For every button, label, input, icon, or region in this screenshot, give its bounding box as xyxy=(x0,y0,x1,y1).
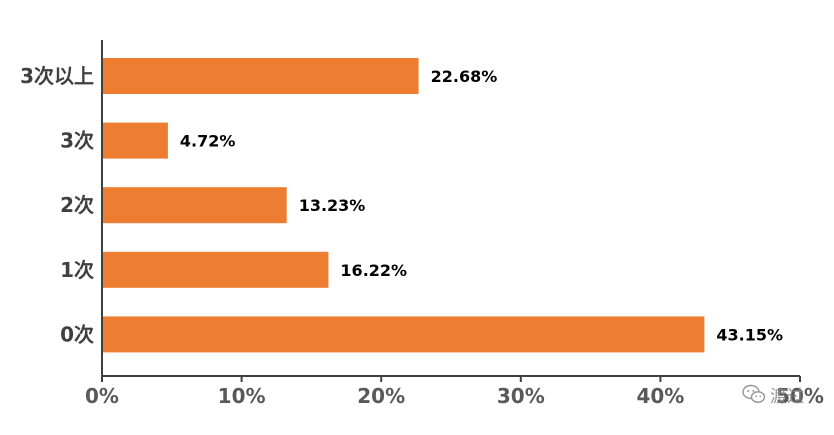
x-tick-label: 30% xyxy=(497,384,545,408)
x-axis-ticks: 0% 10% 20% 30% 40% 50% xyxy=(85,376,824,408)
watermark: 渡过 xyxy=(742,382,804,407)
x-tick-label: 0% xyxy=(85,384,119,408)
category-label: 2次 xyxy=(60,193,94,217)
x-tick-label: 50% xyxy=(776,384,824,408)
bar xyxy=(102,58,419,94)
data-label: 43.15% xyxy=(716,325,783,344)
x-tick-label: 10% xyxy=(218,384,266,408)
category-label: 3次以上 xyxy=(20,64,94,88)
wechat-icon xyxy=(742,384,766,403)
x-tick-label: 40% xyxy=(636,384,684,408)
bar xyxy=(102,187,287,224)
data-labels: 22.68% 4.72% 13.23% 16.22% 43.15% xyxy=(180,67,783,344)
bars xyxy=(102,58,705,353)
data-label: 13.23% xyxy=(299,196,366,215)
bar xyxy=(102,316,705,353)
data-label: 4.72% xyxy=(180,132,236,151)
bar xyxy=(102,122,168,159)
watermark-text: 渡过 xyxy=(770,387,804,407)
category-label: 0次 xyxy=(60,322,94,346)
data-label: 22.68% xyxy=(431,67,498,86)
category-label: 3次 xyxy=(60,129,94,153)
category-label: 1次 xyxy=(60,258,94,282)
bar xyxy=(102,251,329,288)
data-label: 16.22% xyxy=(340,261,407,280)
category-labels: 3次以上 3次 2次 1次 0次 xyxy=(20,64,94,346)
x-tick-label: 20% xyxy=(357,384,405,408)
